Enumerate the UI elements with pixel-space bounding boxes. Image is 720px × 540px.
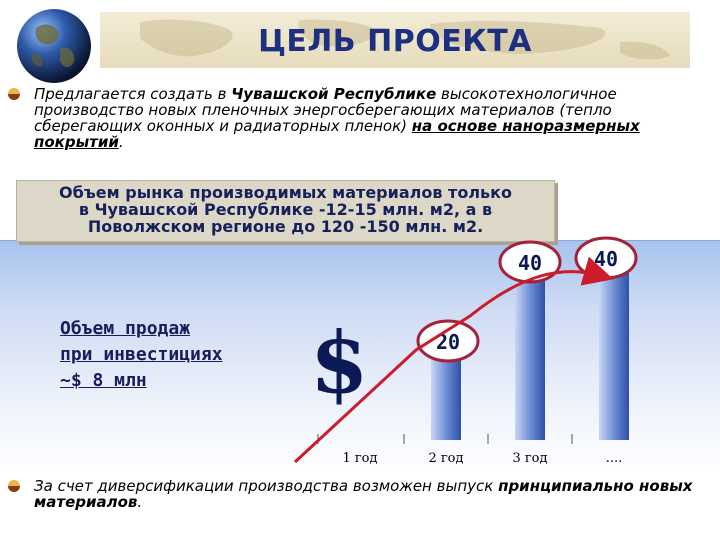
category-tick-label: .... [606,451,623,466]
market-line-2: в Чувашской Республике -12-15 млн. м2, а… [78,200,493,219]
bullet-icon [8,88,20,100]
growth-arrow [293,256,614,464]
page-title: ЦЕЛЬ ПРОЕКТА [258,24,532,59]
globe-icon [17,9,91,83]
diversification-text: За счет диверсификации производства возм… [34,478,704,510]
region-name: Чувашской Республике [231,85,437,103]
chart-bar [599,262,629,440]
category-tick-label: 2 год [428,451,463,466]
dollar-icon: $ [310,313,369,412]
data-label: 40 [518,251,542,275]
data-label: 40 [594,247,618,271]
project-description: Предлагается создать в Чувашской Республ… [34,86,704,150]
market-line-1: Объем рынка производимых материалов толь… [58,183,512,202]
diversification-text-1: За счет диверсификации производства возм… [34,477,499,495]
chart-bar [431,351,461,440]
sales-line-1: Объем продаж [60,318,191,339]
bullet-icon [8,480,20,492]
market-line-3: Поволжском регионе до 120 -150 млн. м2. [87,217,484,236]
data-label-badge [416,319,480,363]
technology-emphasis: на основе наноразмерных покрытий [34,117,640,151]
data-label-badge [498,240,562,284]
description-text: Предлагается создать в [34,85,232,103]
chart-bar [515,262,545,440]
world-map-decoration [140,19,670,60]
category-tick-label: 3 год [512,451,547,466]
category-tick-label: 1 год [342,451,377,466]
title-bar: ЦЕЛЬ ПРОЕКТА [100,12,690,68]
diversification-end: . [137,493,143,511]
sales-line-2: при инвестициях [60,344,223,365]
market-volume-text: Объем рынка производимых материалов толь… [17,184,554,235]
sales-volume-text: Объем продаж при инвестициях ~$ 8 млн [60,316,223,394]
new-materials-emphasis: принципиально новых материалов [34,477,693,511]
sales-line-3: ~$ 8 млн [60,370,147,391]
market-volume-box: Объем рынка производимых материалов толь… [16,180,555,242]
description-text-2: высокотехнологичное производство новых п… [34,85,617,135]
description-end: . [118,133,124,151]
